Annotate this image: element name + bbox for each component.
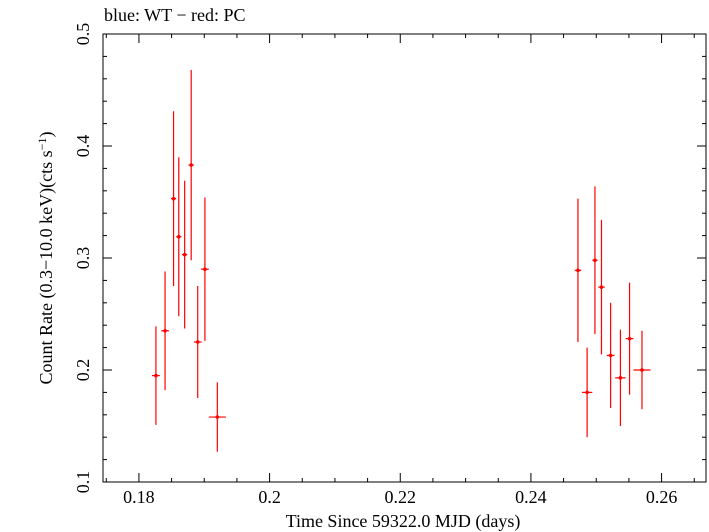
data-point xyxy=(193,286,202,398)
point-marker xyxy=(203,267,207,272)
data-point xyxy=(606,302,615,409)
x-tick-label: 0.2 xyxy=(258,487,281,507)
data-point xyxy=(615,329,626,426)
y-tick-label: 0.3 xyxy=(73,247,93,270)
x-tick-label: 0.24 xyxy=(515,487,547,507)
data-point xyxy=(170,111,177,286)
chart-title: blue: WT − red: PC xyxy=(104,5,246,25)
data-point xyxy=(633,330,651,410)
y-tick-label: 0.4 xyxy=(73,135,93,158)
x-axis-label: Time Since 59322.0 MJD (days) xyxy=(286,511,521,532)
data-points xyxy=(151,69,651,452)
x-tick-label: 0.18 xyxy=(123,487,155,507)
data-point xyxy=(200,197,209,341)
x-tick-label: 0.22 xyxy=(385,487,417,507)
point-marker xyxy=(154,373,158,378)
point-marker xyxy=(585,390,589,395)
tick-labels: 0.18 0.2 0.22 0.24 0.26 0.1 0.2 0.3 0.4 0.5 xyxy=(73,23,677,507)
data-point xyxy=(188,69,194,261)
data-point xyxy=(598,219,605,355)
data-point xyxy=(592,186,598,335)
data-point xyxy=(161,271,169,391)
data-point xyxy=(581,347,593,438)
point-marker xyxy=(189,163,193,167)
point-marker xyxy=(599,285,604,289)
point-marker xyxy=(182,252,187,257)
point-marker xyxy=(195,340,200,344)
x-tick-label: 0.26 xyxy=(646,487,678,507)
data-point xyxy=(208,382,226,452)
data-point xyxy=(574,198,582,342)
point-marker xyxy=(640,368,644,372)
data-point xyxy=(182,180,188,329)
plot-axes xyxy=(102,33,707,483)
data-point xyxy=(625,282,634,395)
point-marker xyxy=(176,234,181,239)
point-marker xyxy=(627,336,632,341)
y-tick-label: 0.1 xyxy=(73,471,93,494)
y-axis-label: Count Rate (0.3−10.0 keV)(cts s−1) xyxy=(35,132,57,385)
point-marker xyxy=(215,415,220,419)
point-marker xyxy=(618,376,623,380)
plot-frame xyxy=(102,33,707,483)
data-point xyxy=(151,326,160,425)
point-marker xyxy=(163,329,167,333)
y-tick-label: 0.2 xyxy=(73,359,93,382)
y-tick-label: 0.5 xyxy=(73,23,93,46)
data-point xyxy=(176,157,182,317)
point-marker xyxy=(171,196,176,201)
point-marker xyxy=(576,268,580,273)
axis-ticks xyxy=(103,33,706,483)
point-marker xyxy=(593,258,597,263)
point-marker xyxy=(608,353,613,358)
